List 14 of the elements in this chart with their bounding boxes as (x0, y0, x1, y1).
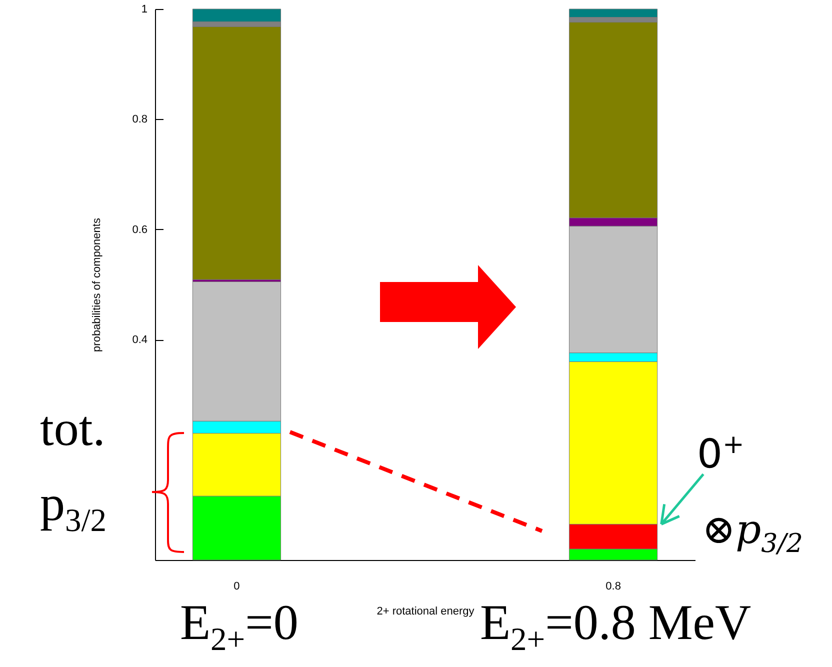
x-tick-label: 0 (234, 580, 240, 592)
y-tick-label: 1 (141, 4, 148, 16)
y-axis-title: probabilities of components (91, 218, 104, 352)
y-tick-label: 0.4 (132, 334, 148, 346)
y-tick-label: 0.6 (132, 224, 148, 236)
x-axis-title: 2+ rotational energy (376, 606, 475, 618)
text: E$_{2+}$=0 (180, 594, 298, 658)
y-tick-label: 0.8 (132, 114, 148, 126)
bar (192, 26, 282, 280)
annotation: 0$^{+}$ (697, 430, 744, 478)
text: ⊗p$_{3/2}$ (702, 507, 803, 559)
text: tot. (40, 400, 106, 456)
text: p$_{3/2}$ (40, 475, 107, 539)
text: E$_{2+}$=0.8 MeV (480, 594, 752, 658)
